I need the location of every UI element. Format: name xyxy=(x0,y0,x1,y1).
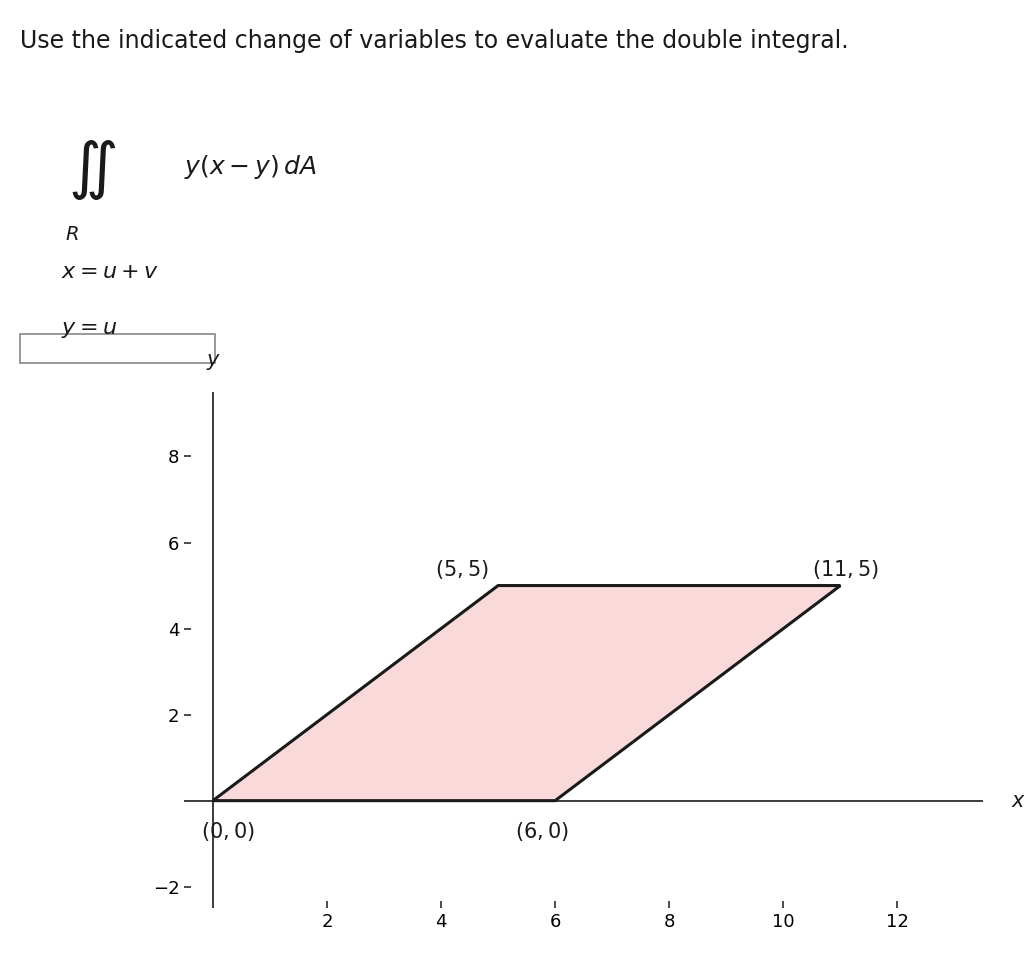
Text: $y(x - y)\,dA$: $y(x - y)\,dA$ xyxy=(184,153,316,181)
Text: $R$: $R$ xyxy=(65,226,79,244)
Text: $(5, 5)$: $(5, 5)$ xyxy=(435,558,489,581)
Text: $(11, 5)$: $(11, 5)$ xyxy=(812,558,879,581)
Text: Use the indicated change of variables to evaluate the double integral.: Use the indicated change of variables to… xyxy=(20,29,849,54)
Text: $(0, 0)$: $(0, 0)$ xyxy=(202,820,255,843)
Text: $\iint$: $\iint$ xyxy=(69,138,116,202)
Text: y: y xyxy=(207,351,219,370)
Text: $x = u + v$: $x = u + v$ xyxy=(61,262,160,282)
Text: $(6, 0)$: $(6, 0)$ xyxy=(515,820,569,843)
Text: $y = u$: $y = u$ xyxy=(61,319,118,339)
FancyBboxPatch shape xyxy=(20,335,215,363)
Text: x: x xyxy=(1012,791,1024,811)
Polygon shape xyxy=(213,585,841,801)
